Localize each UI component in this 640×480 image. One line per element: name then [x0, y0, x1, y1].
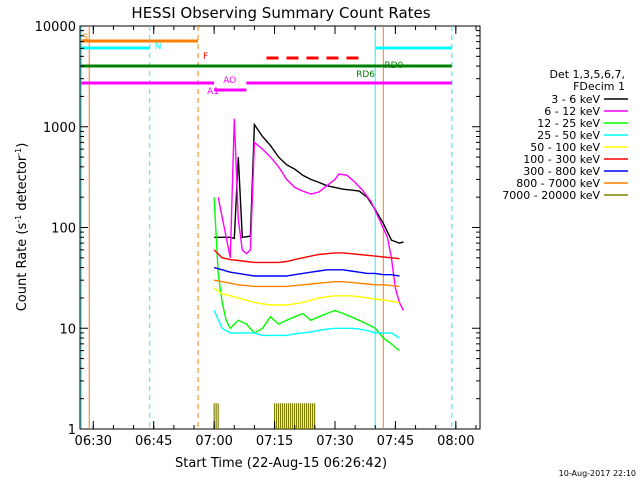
- y-tick-label: 100: [51, 222, 76, 237]
- x-tick-label: 07:15: [256, 434, 293, 449]
- series-50-100keV: [213, 287, 400, 306]
- x-tick-label: 07:30: [316, 434, 353, 449]
- annotation-s: S: [82, 33, 88, 43]
- y-tick-label: 1: [68, 423, 76, 438]
- series-25-50keV: [213, 310, 400, 339]
- annotation-rd6: RD6: [356, 70, 375, 80]
- series-100-300keV: [213, 249, 400, 264]
- y-tick-label: 1000: [43, 121, 76, 136]
- y-tick-label: 10000: [35, 20, 76, 35]
- legend-label: 300 - 800 keV: [523, 165, 600, 178]
- x-tick-label: 06:30: [75, 434, 112, 449]
- x-axis-label: Start Time (22-Aug-15 06:26:42): [175, 456, 387, 471]
- legend-header: FDecim 1: [573, 80, 625, 93]
- series-300-800keV: [213, 266, 400, 277]
- legend-header: Det 1,3,5,6,7,: [549, 68, 625, 81]
- x-tick-label: 07:00: [195, 434, 232, 449]
- y-axis: 1 10 100 1000 10000: [35, 20, 480, 438]
- legend-label: 12 - 25 keV: [537, 117, 600, 130]
- annotation-f: F: [203, 52, 208, 62]
- series-12-25keV: [213, 197, 400, 352]
- series-lines: [213, 118, 405, 429]
- x-tick-label: 07:45: [377, 434, 414, 449]
- legend-label: 800 - 7000 keV: [516, 177, 600, 190]
- legend-label: 7000 - 20000 keV: [502, 189, 600, 202]
- series-800-7000keV: [213, 279, 400, 288]
- legend-label: 50 - 100 keV: [530, 141, 600, 154]
- annotation-ao: AO: [223, 76, 236, 86]
- series-6-12keV: [217, 118, 405, 311]
- y-axis-label: Count Rate (s-1 detector-1): [14, 143, 30, 312]
- y-tick-label: 10: [59, 322, 76, 337]
- x-tick-label: 06:45: [135, 434, 172, 449]
- legend-label: 25 - 50 keV: [537, 129, 600, 142]
- annotation-rd0: RD0: [384, 61, 403, 71]
- x-axis: 06:30 06:45 07:00 07:15 07:30 07:45 08:00: [75, 26, 477, 449]
- legend-label: 6 - 12 keV: [544, 105, 600, 118]
- annotation-a1: A1: [207, 87, 219, 97]
- x-tick-label: 08:00: [437, 434, 474, 449]
- legend-label: 3 - 6 keV: [551, 93, 600, 106]
- timestamp: 10-Aug-2017 22:10: [559, 469, 636, 478]
- annotation-n: N: [155, 42, 162, 52]
- chart-title: HESSI Observing Summary Count Rates: [131, 4, 430, 22]
- observing-intervals: S N F AO A1 RD0 RD6: [80, 26, 453, 429]
- legend-label: 100 - 300 keV: [523, 153, 600, 166]
